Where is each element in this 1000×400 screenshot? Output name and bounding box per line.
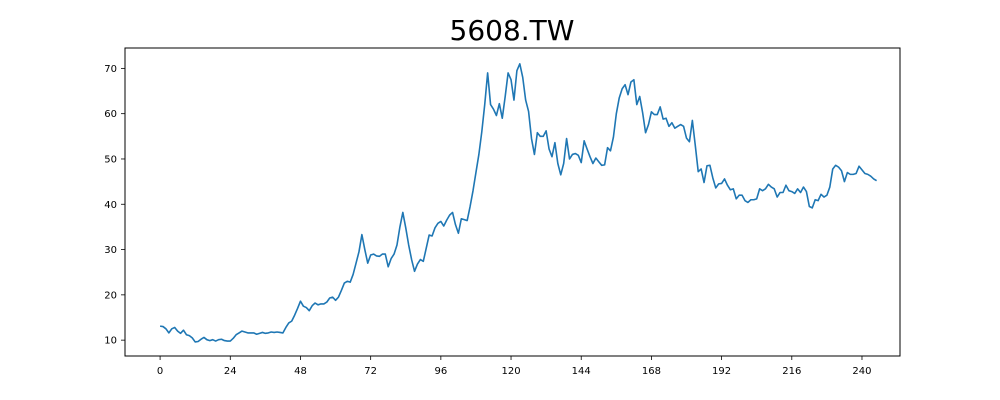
- y-tick-label: 40: [104, 200, 117, 211]
- x-tick-label: 144: [572, 366, 591, 377]
- y-tick-label: 50: [104, 154, 117, 165]
- x-tick-label: 0: [157, 366, 163, 377]
- y-tick-label: 20: [104, 290, 117, 301]
- x-tick-label: 216: [782, 366, 801, 377]
- x-tick-label: 96: [434, 366, 447, 377]
- y-tick-label: 70: [104, 64, 117, 75]
- x-axis: 0 24 48 72 96 120 144 168 192 216 240: [157, 356, 872, 377]
- series-line: [159, 63, 878, 343]
- plot-area-frame: [124, 47, 901, 357]
- x-tick-label: 48: [294, 366, 307, 377]
- y-axis: 10 20 30 40 50 60 70: [104, 64, 125, 347]
- x-tick-label: 192: [712, 366, 731, 377]
- y-tick-label: 30: [104, 245, 117, 256]
- x-tick-label: 168: [642, 366, 661, 377]
- x-tick-label: 24: [224, 366, 237, 377]
- chart-title: 5608.TW: [450, 14, 575, 47]
- y-tick-label: 60: [104, 109, 117, 120]
- x-tick-label: 120: [501, 366, 520, 377]
- y-tick-label: 10: [104, 336, 117, 347]
- x-tick-label: 72: [364, 366, 377, 377]
- x-tick-label: 240: [852, 366, 871, 377]
